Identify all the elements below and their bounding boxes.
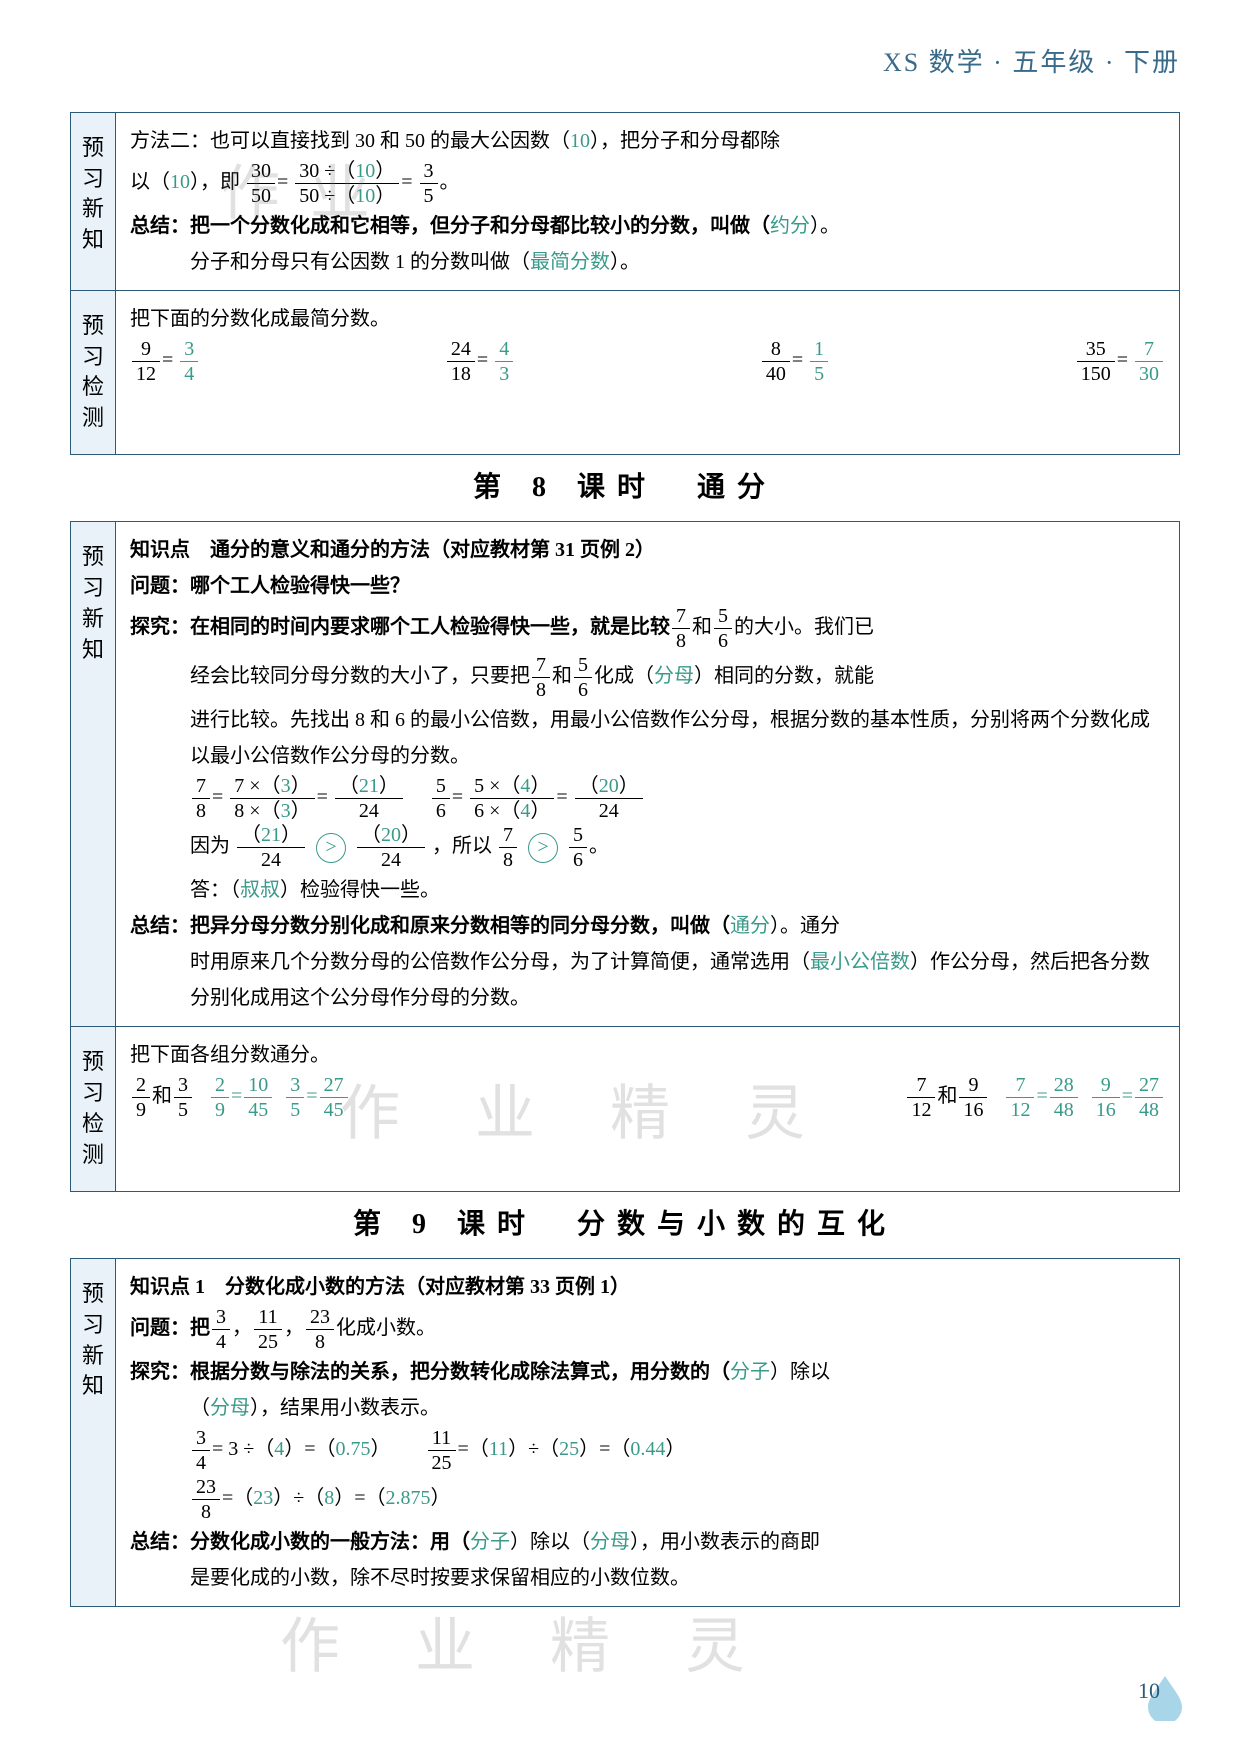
summary2: 时用原来几个分数分母的公倍数作公分母，为了计算简便，通常选用（最小公倍数）作公分… — [130, 944, 1165, 1016]
summary: 总结：分数化成小数的一般方法：用（分子）除以（分母），用小数表示的商即 — [130, 1524, 1165, 1560]
group-row: 29和35 29=1045 35=2745 712和916 712=2848 9… — [130, 1073, 1165, 1122]
content-cell: 知识点 1 分数化成小数的方法（对应教材第 33 页例 1） 问题：把34，11… — [116, 1258, 1180, 1606]
group-item: 29和35 29=1045 35=2745 — [130, 1073, 350, 1122]
summary2: 是要化成的小数，除不尽时按要求保留相应的小数位数。 — [130, 1560, 1165, 1596]
table-row: 预习检测 把下面的分数化成最简分数。 912= 34 2418= 43 840=… — [71, 290, 1180, 454]
content-cell: 把下面各组分数通分。 29和35 29=1045 35=2745 712和916… — [116, 1027, 1180, 1191]
group-item: 712和916 712=2848 916=2748 — [905, 1073, 1165, 1122]
page: XS 数学 · 五年级 · 下册 作业 预习新知 方法二：也可以直接找到 30 … — [0, 0, 1250, 1741]
summary: 总结：把异分母分数分别化成和原来分数相等的同分母分数，叫做（通分）。通分 — [130, 908, 1165, 944]
sidebar-yuxi: 预习新知 — [71, 522, 116, 1027]
table-row: 预习新知 知识点 1 分数化成小数的方法（对应教材第 33 页例 1） 问题：把… — [71, 1258, 1180, 1606]
gt-icon: > — [316, 833, 346, 863]
check-title: 把下面各组分数通分。 — [130, 1037, 1165, 1073]
method2-eq: 以（10），即 3050= 30 ÷（10）50 ÷（10）= 35。 — [130, 159, 1165, 208]
fraction-row: 912= 34 2418= 43 840= 15 35150= 730 — [130, 337, 1165, 386]
eq-row2: 238=（23）÷（8）=（2.875） — [130, 1475, 1165, 1524]
content-cell: 把下面的分数化成最简分数。 912= 34 2418= 43 840= 15 3… — [116, 290, 1180, 454]
table-row: 预习新知 方法二：也可以直接找到 30 和 50 的最大公因数（10），把分子和… — [71, 112, 1180, 290]
wenti: 问题：哪个工人检验得快一些？ — [130, 568, 1165, 604]
sidebar-yuxi: 预习新知 — [71, 112, 116, 290]
zhishidian: 知识点 1 分数化成小数的方法（对应教材第 33 页例 1） — [130, 1269, 1165, 1305]
fraction: 35 — [420, 159, 438, 208]
lesson9-title: 第 9 课时 分数与小数的互化 — [70, 1200, 1180, 1250]
tanjiu: 探究：根据分数与除法的关系，把分数转化成除法算式，用分数的（分子）除以 — [130, 1354, 1165, 1390]
gt-icon: > — [528, 833, 558, 863]
frac-item: 912= 34 — [130, 337, 200, 386]
frac-item: 840= 15 — [760, 337, 830, 386]
frac-item: 35150= 730 — [1075, 337, 1165, 386]
summary-line2: 分子和分母只有公因数 1 的分数叫做（最简分数）。 — [130, 244, 1165, 280]
tanjiu-line3: 进行比较。先找出 8 和 6 的最小公倍数，用最小公倍数作公分母，根据分数的基本… — [130, 702, 1165, 774]
sidebar-jiance: 预习检测 — [71, 290, 116, 454]
table-section2: 预习新知 知识点 通分的意义和通分的方法（对应教材第 31 页例 2） 问题：哪… — [70, 521, 1180, 1191]
content-cell: 知识点 通分的意义和通分的方法（对应教材第 31 页例 2） 问题：哪个工人检验… — [116, 522, 1180, 1027]
frac-item: 2418= 43 — [445, 337, 515, 386]
fraction: 3050 — [247, 159, 275, 208]
eq-line: 78= 7 ×（3）8 ×（3）= （21）24 56= 5 ×（4）6 ×（4… — [130, 774, 1165, 823]
page-header: XS 数学 · 五年级 · 下册 — [70, 40, 1180, 87]
eq-row: 34= 3 ÷（4）=（0.75） 1125=（11）÷（25）=（0.44） — [130, 1426, 1165, 1475]
method2-line: 方法二：也可以直接找到 30 和 50 的最大公因数（10），把分子和分母都除 — [130, 123, 1165, 159]
sidebar-yuxi: 预习新知 — [71, 1258, 116, 1606]
table-row: 预习检测 把下面各组分数通分。 29和35 29=1045 35=2745 71… — [71, 1027, 1180, 1191]
sidebar-jiance: 预习检测 — [71, 1027, 116, 1191]
tanjiu-line: 探究：在相同的时间内要求哪个工人检验得快一些，就是比较78和56的大小。我们已 — [130, 604, 1165, 653]
table-row: 预习新知 知识点 通分的意义和通分的方法（对应教材第 31 页例 2） 问题：哪… — [71, 522, 1180, 1027]
table-section1: 预习新知 方法二：也可以直接找到 30 和 50 的最大公因数（10），把分子和… — [70, 112, 1180, 455]
check-title: 把下面的分数化成最简分数。 — [130, 301, 1165, 337]
fraction: 30 ÷（10）50 ÷（10） — [295, 159, 399, 208]
lesson8-title: 第 8 课时 通分 — [70, 463, 1180, 513]
answer-line: 答：（叔叔）检验得快一些。 — [130, 872, 1165, 908]
wenti: 问题：把34，1125，238化成小数。 — [130, 1305, 1165, 1354]
tanjiu-line2: 经会比较同分母分数的大小了，只要把78和56化成（分母）相同的分数，就能 — [130, 653, 1165, 702]
compare-line: 因为 （21）24 > （20）24 ，所以 78 > 56。 — [130, 823, 1165, 872]
page-number: 10 — [1138, 1671, 1160, 1711]
content-cell: 方法二：也可以直接找到 30 和 50 的最大公因数（10），把分子和分母都除 … — [116, 112, 1180, 290]
tanjiu2: （分母），结果用小数表示。 — [130, 1390, 1165, 1426]
zhishidian: 知识点 通分的意义和通分的方法（对应教材第 31 页例 2） — [130, 532, 1165, 568]
table-section3: 预习新知 知识点 1 分数化成小数的方法（对应教材第 33 页例 1） 问题：把… — [70, 1258, 1180, 1607]
watermark-3: 作 业 精 灵 — [280, 1593, 775, 1701]
summary-line: 总结：把一个分数化成和它相等，但分子和分母都比较小的分数，叫做（约分）。 — [130, 208, 1165, 244]
